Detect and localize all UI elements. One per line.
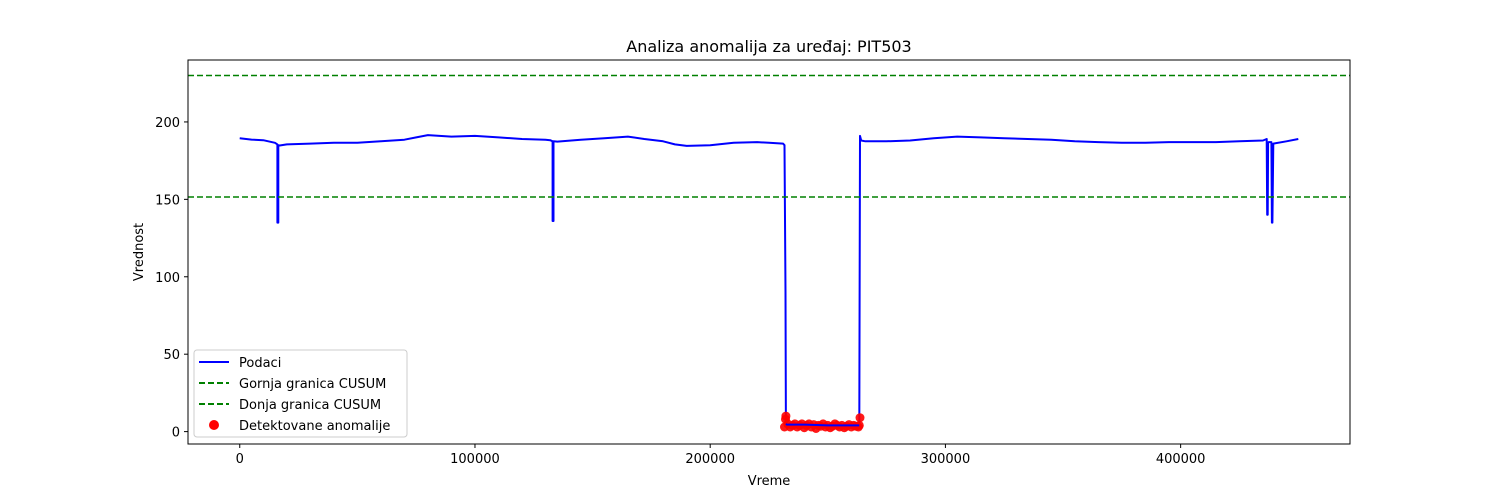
- plot-content: [188, 74, 1350, 433]
- plot-area: [188, 74, 1350, 433]
- legend: Podaci Gornja granica CUSUM Donja granic…: [193, 349, 408, 438]
- anomaly-point: [855, 413, 865, 423]
- axis-ticks: 0 100000 200000 300000 400000 0 50 100 150 200: [155, 116, 1205, 467]
- x-axis-label: Vreme: [748, 474, 791, 489]
- legend-label-lower-limit: Donja granica CUSUM: [239, 398, 381, 413]
- data-series-low-segment: [785, 423, 860, 427]
- x-tick-label: 0: [236, 452, 244, 467]
- y-tick-label: 150: [155, 193, 180, 208]
- y-tick-label: 50: [163, 348, 180, 363]
- chart-title: Analiza anomalija za uređaj: PIT503: [626, 37, 911, 56]
- x-tick-label: 300000: [921, 452, 971, 467]
- legend-label-upper-limit: Gornja granica CUSUM: [239, 377, 386, 392]
- x-tick-label: 400000: [1156, 452, 1206, 467]
- data-series-line: [239, 134, 1299, 427]
- x-tick-label: 200000: [685, 452, 735, 467]
- legend-marker-icon: [209, 420, 219, 430]
- legend-label-anomalies: Detektovane anomalije: [239, 419, 390, 434]
- y-axis-label: Vrednost: [132, 223, 147, 281]
- anomaly-point: [781, 411, 791, 421]
- x-tick-label: 100000: [450, 452, 500, 467]
- plot-frame: [187, 59, 1351, 445]
- y-tick-label: 0: [172, 426, 180, 441]
- legend-label-data: Podaci: [239, 356, 281, 371]
- y-tick-label: 100: [155, 271, 180, 286]
- legend-box: [193, 349, 408, 438]
- y-tick-label: 200: [155, 116, 180, 131]
